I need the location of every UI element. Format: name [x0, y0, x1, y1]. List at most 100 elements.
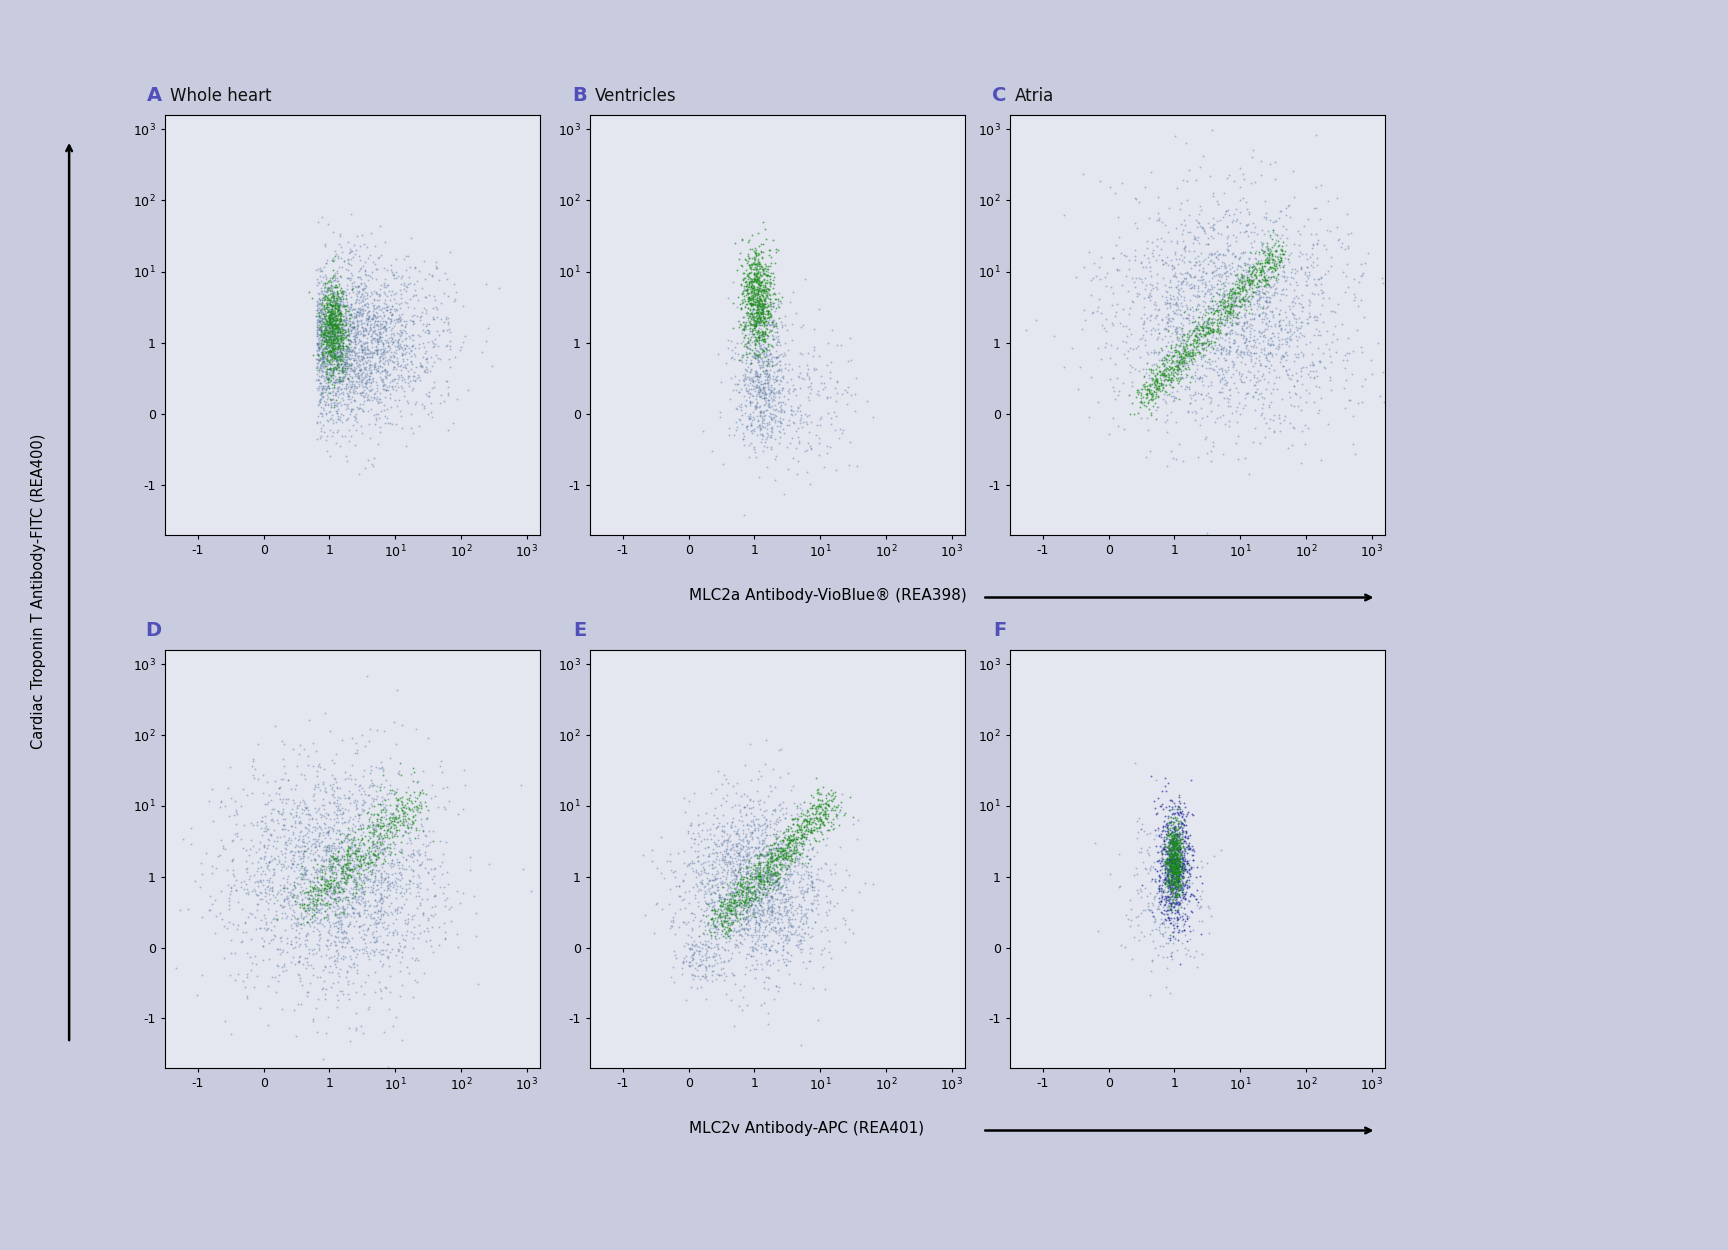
Point	[320, 319, 347, 339]
Point	[708, 888, 736, 908]
Point	[1168, 836, 1196, 856]
Point	[741, 238, 769, 258]
Point	[1196, 299, 1223, 319]
Point	[1222, 274, 1249, 294]
Point	[479, 356, 506, 376]
Point	[1255, 249, 1282, 269]
Point	[1218, 296, 1246, 316]
Point	[772, 929, 800, 949]
Point	[306, 376, 334, 396]
Point	[757, 848, 785, 868]
Point	[1177, 372, 1204, 392]
Point	[719, 809, 746, 829]
Point	[344, 321, 372, 341]
Point	[1159, 854, 1187, 874]
Point	[242, 946, 270, 966]
Point	[332, 921, 359, 941]
Point	[344, 955, 372, 975]
Point	[1163, 839, 1191, 859]
Point	[745, 381, 772, 401]
Point	[1156, 831, 1184, 851]
Point	[774, 360, 802, 380]
Point	[335, 956, 363, 976]
Point	[1161, 265, 1189, 285]
Point	[1237, 222, 1265, 243]
Point	[1241, 256, 1268, 276]
Point	[339, 265, 366, 285]
Point	[327, 310, 354, 330]
Point	[354, 309, 382, 329]
Point	[776, 856, 804, 876]
Point	[328, 856, 356, 876]
Point	[1165, 825, 1192, 845]
Point	[743, 866, 771, 886]
Point	[1261, 151, 1289, 171]
Point	[745, 291, 772, 311]
Point	[688, 861, 715, 881]
Point	[347, 778, 375, 798]
Point	[1185, 314, 1213, 334]
Point	[731, 364, 759, 384]
Point	[738, 894, 766, 914]
Point	[256, 785, 283, 805]
Point	[375, 349, 403, 369]
Point	[1204, 319, 1232, 339]
Point	[314, 278, 342, 298]
Point	[762, 840, 790, 860]
Point	[733, 280, 760, 300]
Point	[785, 809, 812, 829]
Point	[1161, 830, 1189, 850]
Point	[762, 406, 790, 426]
Point	[308, 290, 335, 310]
Point	[347, 296, 375, 316]
Point	[1158, 336, 1185, 356]
Point	[354, 285, 382, 305]
Point	[323, 304, 351, 324]
Point	[306, 880, 334, 900]
Point	[306, 392, 334, 412]
Point	[824, 429, 852, 449]
Point	[1159, 896, 1187, 916]
Point	[1222, 265, 1249, 285]
Point	[366, 835, 394, 855]
Point	[325, 788, 353, 808]
Point	[316, 845, 344, 865]
Point	[738, 885, 766, 905]
Point	[1229, 288, 1256, 308]
Point	[1172, 215, 1199, 235]
Point	[285, 994, 313, 1014]
Point	[710, 939, 738, 959]
Point	[285, 812, 313, 832]
Point	[708, 915, 736, 935]
Point	[292, 836, 320, 856]
Point	[378, 853, 406, 872]
Point	[1305, 351, 1332, 371]
Point	[316, 329, 344, 349]
Point	[1173, 190, 1201, 210]
Point	[746, 845, 774, 865]
Point	[1165, 878, 1192, 898]
Point	[1140, 895, 1168, 915]
Point	[308, 379, 335, 399]
Point	[722, 899, 750, 919]
Point	[772, 830, 800, 850]
Point	[1244, 290, 1272, 310]
Point	[1170, 341, 1198, 361]
Point	[373, 825, 401, 845]
Point	[736, 262, 764, 282]
Point	[240, 908, 268, 928]
Point	[1149, 250, 1177, 270]
Point	[1261, 260, 1289, 280]
Point	[786, 816, 814, 836]
Point	[290, 794, 318, 814]
Point	[748, 295, 776, 315]
Point	[328, 321, 356, 341]
Point	[221, 880, 249, 900]
Point	[1127, 819, 1154, 839]
Point	[335, 338, 363, 357]
Point	[320, 836, 347, 856]
Point	[378, 804, 406, 824]
Point	[361, 321, 389, 341]
Point	[750, 301, 778, 321]
Point	[373, 935, 401, 955]
